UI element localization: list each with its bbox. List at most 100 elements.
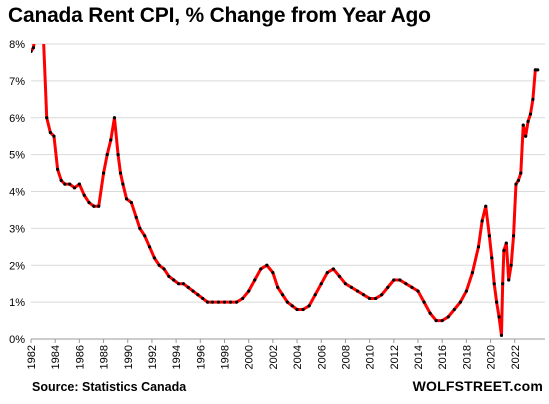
data-point bbox=[422, 300, 426, 304]
data-point bbox=[428, 311, 432, 315]
data-point bbox=[271, 271, 275, 275]
y-tick-label: 3% bbox=[9, 223, 25, 235]
data-point bbox=[138, 226, 142, 230]
x-tick-label: 1998 bbox=[220, 345, 232, 369]
x-tick-label: 2020 bbox=[486, 345, 498, 369]
x-tick-label: 1996 bbox=[195, 345, 207, 369]
x-tick-label: 2004 bbox=[292, 345, 304, 369]
data-point bbox=[374, 296, 378, 301]
rent-cpi-series bbox=[31, 28, 540, 337]
x-tick-label: 2018 bbox=[461, 345, 473, 369]
data-point bbox=[533, 68, 537, 72]
data-point bbox=[343, 282, 348, 286]
brand-logo-text: WOLFSTREET.com bbox=[412, 378, 543, 394]
data-point bbox=[112, 116, 117, 120]
data-point bbox=[118, 171, 123, 175]
data-point bbox=[176, 282, 181, 286]
data-point bbox=[124, 197, 129, 201]
data-point bbox=[349, 285, 354, 289]
x-tick-label: 2022 bbox=[510, 345, 522, 369]
data-point bbox=[516, 178, 520, 183]
data-point bbox=[507, 278, 511, 282]
data-point bbox=[105, 153, 109, 157]
data-point bbox=[31, 46, 36, 50]
data-point bbox=[34, 28, 37, 31]
x-tick-label: 2010 bbox=[365, 345, 377, 369]
data-point bbox=[222, 300, 227, 304]
y-tick-label: 8% bbox=[9, 39, 25, 51]
y-tick-label: 4% bbox=[9, 187, 25, 199]
data-point bbox=[470, 271, 475, 275]
data-point bbox=[77, 182, 81, 186]
data-point bbox=[464, 289, 468, 293]
y-tick-label: 6% bbox=[9, 113, 25, 125]
data-point bbox=[380, 293, 384, 297]
data-point bbox=[368, 296, 372, 301]
data-point bbox=[167, 274, 171, 278]
data-point bbox=[331, 267, 335, 271]
data-point bbox=[386, 285, 390, 289]
data-point bbox=[41, 28, 44, 31]
data-point bbox=[186, 285, 190, 289]
x-tick-label: 1990 bbox=[123, 345, 135, 369]
data-point bbox=[59, 178, 63, 183]
data-point bbox=[313, 293, 317, 297]
x-tick-label: 2014 bbox=[413, 345, 425, 369]
data-point bbox=[48, 130, 52, 135]
data-point bbox=[82, 193, 86, 197]
data-point bbox=[235, 300, 239, 304]
data-point bbox=[253, 278, 257, 282]
data-point bbox=[497, 315, 501, 319]
data-point bbox=[134, 215, 138, 219]
series-line bbox=[31, 44, 538, 337]
x-tick-label: 1982 bbox=[26, 345, 38, 369]
data-point bbox=[476, 245, 481, 249]
data-point bbox=[147, 245, 152, 249]
y-tick-label: 1% bbox=[9, 297, 25, 309]
data-point bbox=[31, 49, 33, 53]
data-point bbox=[52, 134, 56, 138]
data-point bbox=[295, 307, 299, 312]
data-point bbox=[290, 304, 294, 308]
data-point bbox=[216, 300, 221, 304]
data-point bbox=[92, 204, 96, 208]
data-point bbox=[446, 315, 450, 319]
data-point bbox=[519, 171, 523, 175]
x-tick-label: 2012 bbox=[389, 345, 401, 369]
data-point bbox=[521, 123, 525, 127]
series-layer bbox=[31, 28, 540, 337]
data-point bbox=[307, 304, 311, 308]
data-point bbox=[191, 289, 195, 293]
data-point bbox=[152, 256, 156, 260]
data-point bbox=[109, 138, 113, 142]
data-point bbox=[487, 234, 491, 238]
data-point bbox=[129, 200, 133, 205]
data-point bbox=[87, 200, 91, 205]
data-point bbox=[502, 248, 506, 253]
data-point bbox=[247, 289, 251, 293]
data-point bbox=[434, 318, 438, 323]
data-point bbox=[458, 300, 462, 304]
data-point bbox=[205, 300, 210, 304]
x-tick-label: 2006 bbox=[316, 345, 328, 369]
x-tick-label: 1994 bbox=[171, 345, 183, 369]
data-point bbox=[63, 182, 67, 186]
x-tick-label: 2016 bbox=[437, 345, 449, 369]
y-tick-label: 5% bbox=[9, 150, 25, 162]
x-tick-label: 2000 bbox=[244, 345, 256, 369]
data-point bbox=[499, 333, 504, 337]
data-point bbox=[280, 293, 285, 297]
grid-lines bbox=[31, 43, 545, 340]
data-point bbox=[121, 182, 125, 186]
data-point bbox=[196, 293, 200, 297]
data-point bbox=[536, 68, 540, 72]
data-point bbox=[143, 234, 147, 238]
chart-title: Canada Rent CPI, % Change from Year Ago bbox=[8, 4, 431, 27]
data-point bbox=[404, 282, 408, 286]
data-point bbox=[301, 307, 305, 312]
data-point bbox=[181, 282, 185, 286]
data-point bbox=[210, 300, 215, 304]
data-point bbox=[241, 296, 245, 301]
x-tick-label: 2002 bbox=[268, 345, 280, 369]
data-point bbox=[492, 282, 496, 286]
